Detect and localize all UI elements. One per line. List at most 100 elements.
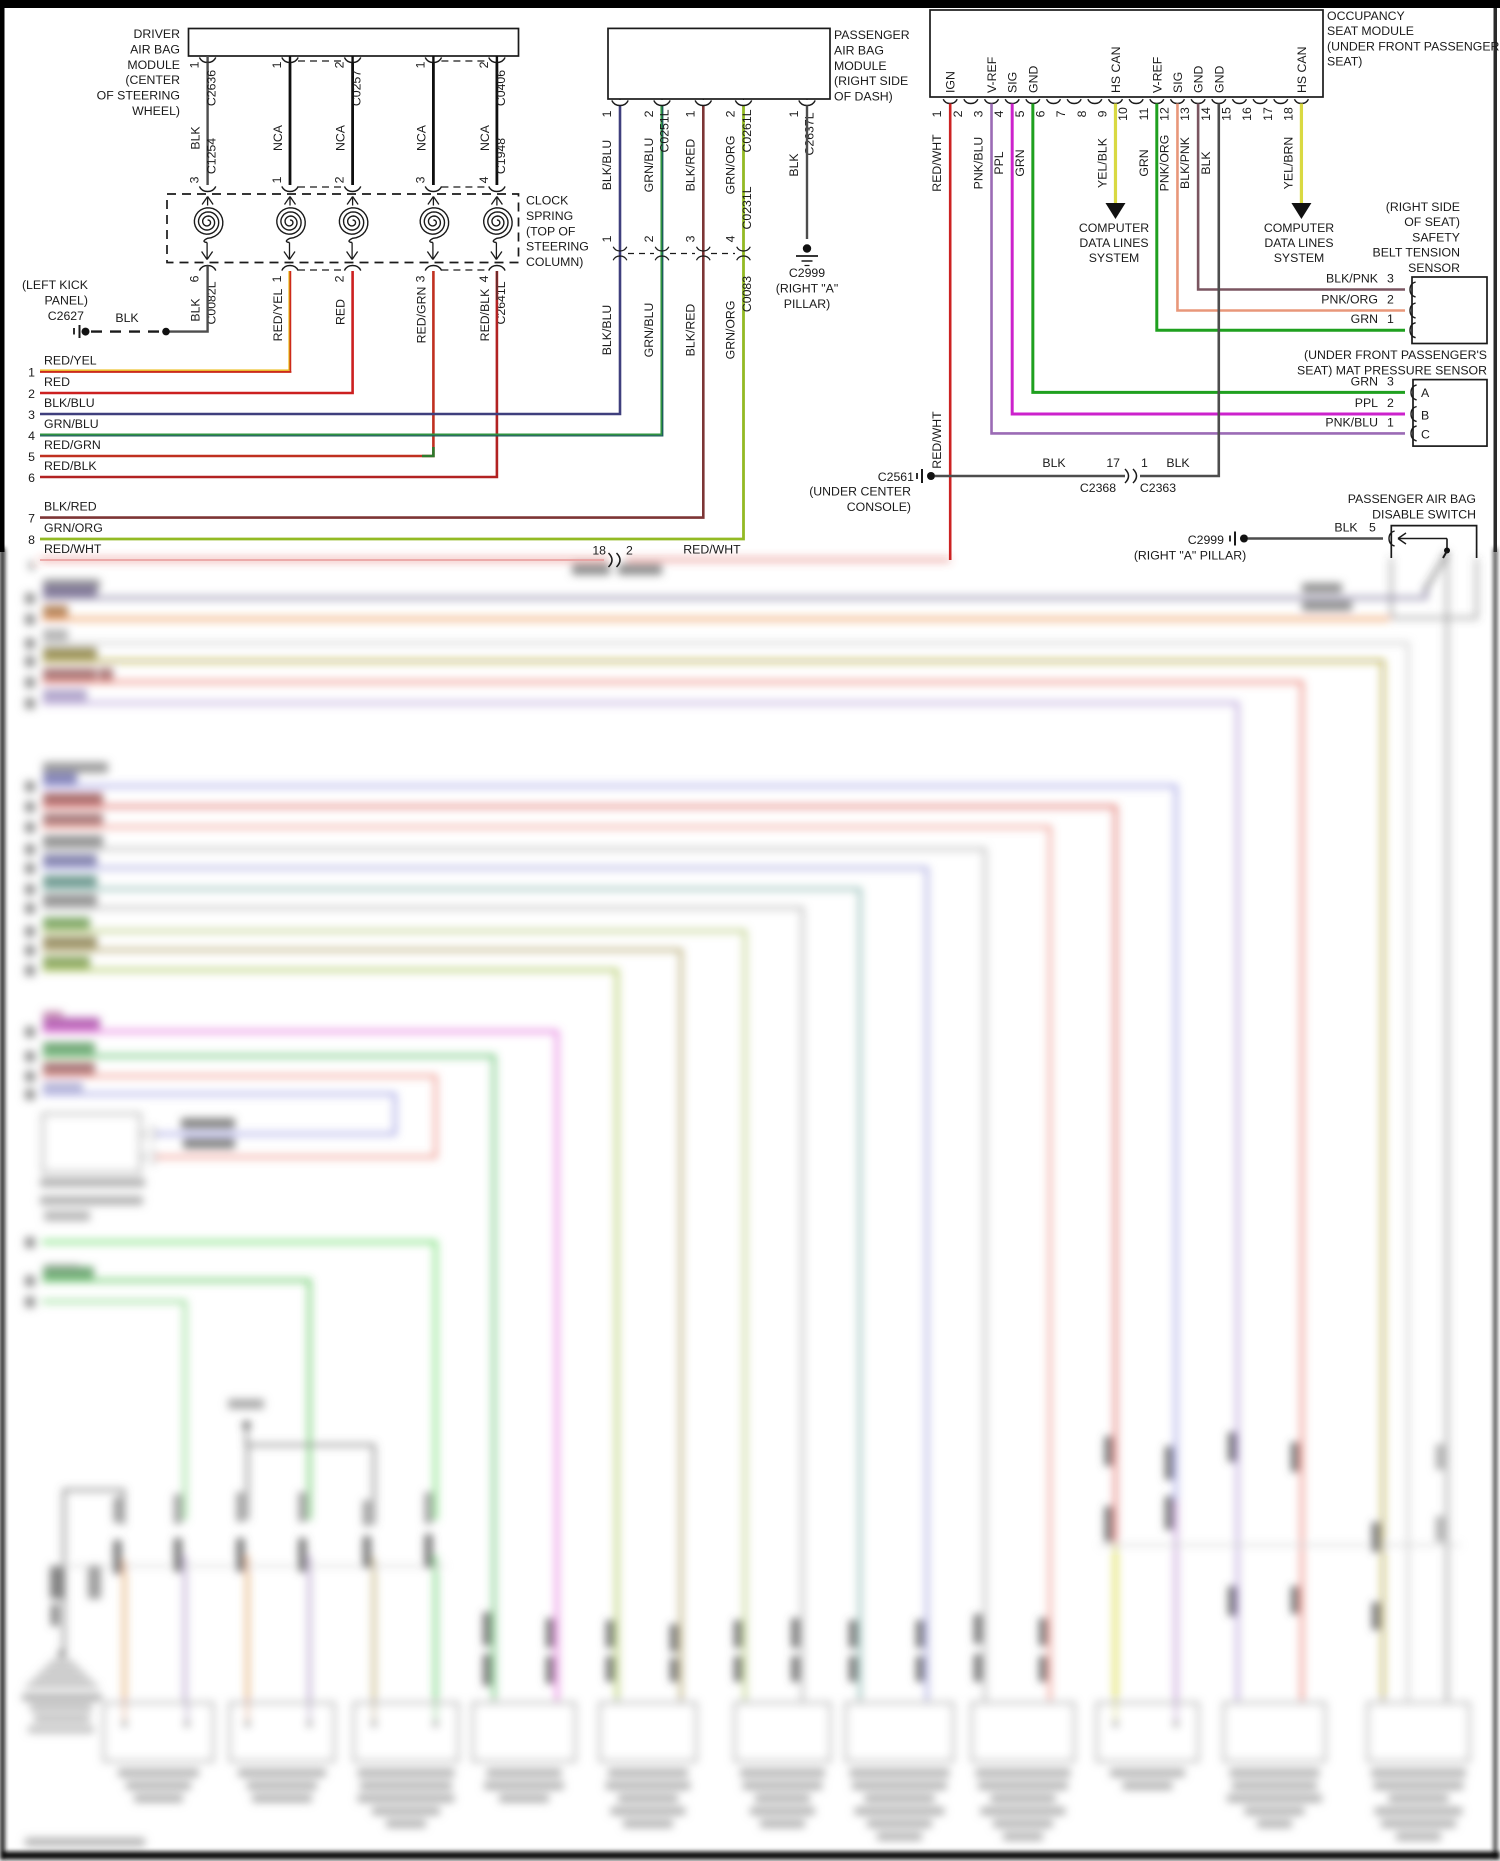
svg-text:V-REF: V-REF [985,56,999,93]
svg-text:2: 2 [333,275,347,282]
svg-text:1: 1 [413,61,427,68]
svg-text:7: 7 [1054,110,1068,117]
svg-text:SIG: SIG [1171,72,1185,93]
svg-text:SAFETY: SAFETY [1412,230,1460,244]
svg-text:STEERING: STEERING [526,240,589,254]
svg-text:10: 10 [1116,107,1130,121]
svg-text:HS CAN: HS CAN [1109,47,1123,93]
svg-text:1: 1 [600,110,614,117]
svg-text:12: 12 [1157,107,1171,121]
svg-text:SPRING: SPRING [526,209,573,223]
svg-text:GRN/BLU: GRN/BLU [642,303,656,358]
svg-text:SEAT MODULE: SEAT MODULE [1327,24,1414,38]
svg-text:3: 3 [683,235,697,242]
svg-text:RED/BLK: RED/BLK [44,459,97,473]
svg-text:RED/YEL: RED/YEL [271,289,285,342]
svg-text:(UNDER CENTER: (UNDER CENTER [809,485,911,499]
svg-text:(CENTER: (CENTER [125,73,180,87]
svg-text:2: 2 [724,110,738,117]
svg-text:PNK/BLU: PNK/BLU [1325,415,1378,429]
svg-text:(RIGHT "A" PILLAR): (RIGHT "A" PILLAR) [1134,549,1246,563]
svg-text:3: 3 [1387,272,1394,286]
svg-text:16: 16 [1240,107,1254,121]
svg-text:C0251L: C0251L [658,109,672,152]
svg-text:RED/YEL: RED/YEL [44,353,97,367]
svg-text:MODULE: MODULE [127,58,180,72]
svg-text:BLK: BLK [1199,151,1213,175]
svg-text:1: 1 [1387,312,1394,326]
svg-text:BLK/PNK: BLK/PNK [1178,136,1192,189]
svg-text:GRN/ORG: GRN/ORG [724,136,738,195]
svg-text:1: 1 [188,61,202,68]
svg-text:1: 1 [270,275,284,282]
svg-text:4: 4 [992,110,1006,117]
svg-text:18: 18 [592,544,606,558]
svg-text:3: 3 [28,408,35,422]
svg-text:C0406: C0406 [494,70,508,106]
svg-text:C0231L: C0231L [740,186,754,229]
svg-text:17: 17 [1261,107,1275,121]
svg-text:WHEEL): WHEEL) [132,104,180,118]
svg-text:5: 5 [28,450,35,464]
svg-text:PILLAR): PILLAR) [784,297,830,311]
svg-text:15: 15 [1219,107,1233,121]
svg-text:RED/BLK: RED/BLK [478,288,492,341]
svg-text:2: 2 [626,544,633,558]
svg-text:3: 3 [1387,374,1394,388]
svg-text:NCA: NCA [271,124,285,151]
svg-text:C2637L: C2637L [803,112,817,155]
svg-text:PNK/BLU: PNK/BLU [972,137,986,190]
svg-text:GRN: GRN [1013,149,1027,176]
svg-text:BLK/PNK: BLK/PNK [1326,272,1379,286]
svg-text:PPL: PPL [992,151,1006,174]
svg-text:V-REF: V-REF [1150,56,1164,93]
svg-text:8: 8 [28,533,35,547]
svg-text:NCA: NCA [334,124,348,151]
svg-text:BLK/BLU: BLK/BLU [44,396,95,410]
svg-text:1: 1 [270,61,284,68]
svg-text:SIG: SIG [1006,72,1020,93]
svg-text:1: 1 [1141,456,1148,470]
svg-text:13: 13 [1178,107,1192,121]
svg-text:C1254: C1254 [205,138,219,174]
svg-text:AIR BAG: AIR BAG [834,43,884,57]
svg-text:6: 6 [188,275,202,282]
svg-text:GND: GND [1026,66,1040,93]
svg-text:DRIVER: DRIVER [134,27,181,41]
svg-text:BLK: BLK [787,153,801,177]
svg-text:BLK: BLK [189,298,203,322]
svg-text:C0083: C0083 [740,276,754,312]
svg-text:RED/WHT: RED/WHT [930,411,944,469]
svg-text:1: 1 [600,235,614,242]
svg-text:MODULE: MODULE [834,59,887,73]
svg-text:18: 18 [1281,107,1295,121]
svg-text:1: 1 [28,365,35,379]
svg-text:GRN: GRN [1351,374,1378,388]
svg-text:17: 17 [1106,456,1120,470]
svg-text:GND: GND [1192,66,1206,93]
svg-text:BLK/RED: BLK/RED [683,139,697,192]
svg-text:OF STEERING: OF STEERING [97,89,180,103]
svg-text:PASSENGER: PASSENGER [834,28,910,42]
svg-text:(TOP OF: (TOP OF [526,224,576,238]
svg-text:6: 6 [1034,110,1048,117]
svg-text:DISABLE SWITCH: DISABLE SWITCH [1372,508,1476,522]
svg-text:BLK: BLK [1166,456,1190,470]
svg-text:C2999: C2999 [1188,533,1224,547]
svg-text:BLK: BLK [189,126,203,150]
svg-text:DATA LINES: DATA LINES [1079,236,1148,250]
svg-text:SYSTEM: SYSTEM [1089,251,1140,265]
svg-text:2: 2 [951,110,965,117]
svg-text:(RIGHT SIDE: (RIGHT SIDE [1386,200,1460,214]
svg-text:C2627: C2627 [48,309,84,323]
svg-text:BLK/BLU: BLK/BLU [600,140,614,191]
svg-text:BLK/RED: BLK/RED [44,499,97,513]
svg-text:CLOCK: CLOCK [526,194,569,208]
svg-text:C2999: C2999 [789,266,825,280]
svg-text:2: 2 [333,61,347,68]
svg-text:NCA: NCA [414,124,428,151]
svg-text:BLK/BLU: BLK/BLU [600,305,614,356]
svg-text:RED/WHT: RED/WHT [930,134,944,192]
svg-text:SEAT) MAT PRESSURE SENSOR: SEAT) MAT PRESSURE SENSOR [1297,364,1487,378]
svg-text:B: B [1421,409,1429,423]
